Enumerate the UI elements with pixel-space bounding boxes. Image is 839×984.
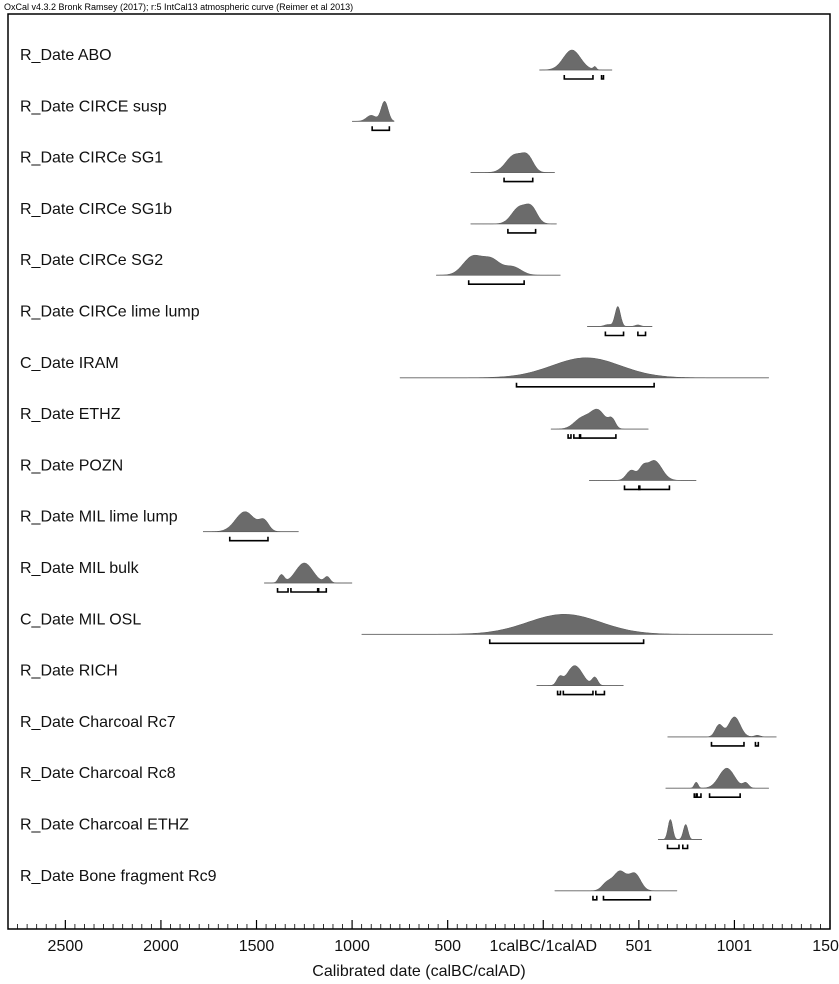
hpd-range [290,588,319,593]
hpd-range [371,126,391,132]
tick-label: 2000 [143,938,179,955]
hpd-range [467,280,525,285]
series-row: R_Date CIRCe lime lump [20,304,653,337]
tick-label: 1000 [334,938,370,955]
hpd-range [488,639,645,645]
hpd-range [507,228,537,234]
series-label: R_Date CIRCE susp [20,98,167,115]
series-label: R_Date ABO [20,47,112,64]
series-label: R_Date POZN [20,457,123,474]
series-label: R_Date Charcoal Rc7 [20,714,176,731]
series-label: C_Date MIL OSL [20,611,141,628]
hpd-range [638,485,671,491]
series-density [399,357,769,379]
tick-label: 500 [434,938,461,955]
hpd-range [563,75,594,80]
series-row: R_Date Charcoal Rc8 [20,765,769,798]
series-density [436,254,561,276]
series-label: R_Date CIRCe lime lump [20,304,200,321]
hpd-range [693,793,697,798]
tick-label: 1001 [717,938,753,955]
series-density [589,460,697,481]
hpd-range [710,741,745,747]
hpd-range [276,588,289,593]
series-density [539,49,613,71]
series-density [264,562,353,584]
series-density [658,819,702,840]
series-row: R_Date CIRCe SG1 [20,150,555,183]
hpd-range [503,177,534,183]
series-label: R_Date CIRCe SG1b [20,201,172,218]
hpd-range [578,434,617,439]
series-row: R_Date MIL lime lump [20,509,299,542]
series-density [361,614,773,635]
series-row: R_Date Charcoal Rc7 [20,714,777,747]
series-density [550,408,649,430]
series-row: R_Date CIRCe SG1b [20,201,557,234]
tick-label: 2500 [48,938,84,955]
series-label: R_Date Charcoal ETHZ [20,817,189,834]
series-density [470,203,557,225]
hpd-range [515,382,655,388]
hpd-range [600,75,605,80]
series-density [667,716,777,738]
series-layer: R_Date ABO R_Date CIRCE susp R_Date CIRCe … [20,47,777,901]
hpd-range [592,895,598,901]
tick-label: 1500 [239,938,275,955]
hpd-range [602,895,652,901]
series-density [470,152,555,173]
hpd-range [637,331,647,337]
x-axis-label: Calibrated date (calBC/calAD) [312,963,525,980]
series-row: R_Date Charcoal ETHZ [20,817,702,850]
series-row: R_Date POZN [20,457,697,491]
hpd-range [562,690,594,696]
hpd-range [623,485,641,491]
series-density [352,101,395,122]
tick-label: 501 [625,938,652,955]
series-row: R_Date ABO [20,47,613,80]
hpd-range [604,331,625,337]
tick-label: 1calBC/1calAD [489,938,597,955]
series-label: R_Date Charcoal Rc8 [20,765,176,782]
series-density [203,511,299,532]
hpd-range [696,793,702,798]
series-row: R_Date Bone fragment Rc9 [20,868,678,901]
tick-label: 1501 [812,938,839,955]
series-density [554,870,678,892]
hpd-range [573,434,582,439]
series-label: R_Date CIRCe SG1 [20,150,163,167]
series-density [587,306,653,327]
series-label: R_Date ETHZ [20,406,121,423]
series-row: R_Date CIRCE susp [20,98,395,132]
series-label: R_Date Bone fragment Rc9 [20,868,217,885]
series-label: R_Date RICH [20,663,118,680]
series-row: C_Date MIL OSL [20,611,773,645]
hpd-range [556,690,562,696]
hpd-range [595,690,606,696]
series-row: R_Date RICH [20,663,624,696]
series-density [536,665,624,686]
series-label: R_Date MIL bulk [20,560,140,577]
hpd-range [708,793,741,798]
series-label: R_Date MIL lime lump [20,509,178,526]
x-axis: 2500 2000 1500 1000 500 1calBC/1calAD 501 1001 1… [7,920,839,955]
hpd-range [317,588,328,593]
hpd-range [567,434,572,439]
series-density [665,767,769,789]
series-label: R_Date CIRCe SG2 [20,252,163,269]
hpd-range [666,844,680,850]
series-row: R_Date MIL bulk [20,560,353,593]
chart-header: OxCal v4.3.2 Bronk Ramsey (2017); r:5 In… [4,2,354,12]
series-row: R_Date ETHZ [20,406,649,439]
hpd-range [754,741,760,747]
hpd-range [682,844,689,850]
hpd-range [228,536,269,542]
series-row: C_Date IRAM [20,355,769,388]
series-row: R_Date CIRCe SG2 [20,252,561,285]
series-label: C_Date IRAM [20,355,119,372]
